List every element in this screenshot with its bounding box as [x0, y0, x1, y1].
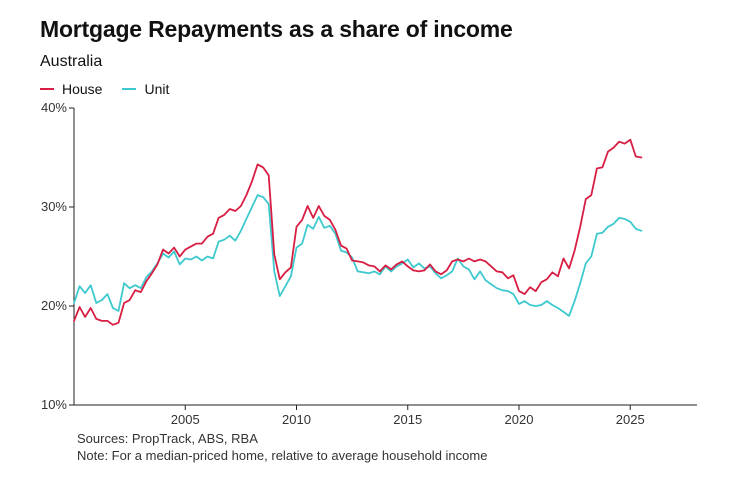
- chart-notes: Sources: PropTrack, ABS, RBA Note: For a…: [77, 430, 487, 464]
- legend-label-house: House: [62, 81, 103, 97]
- legend-label-unit: Unit: [144, 81, 170, 97]
- x-tick-label: 2015: [393, 412, 422, 427]
- note-text: Note: For a median-priced home, relative…: [77, 448, 488, 463]
- y-tick-label: 10%: [41, 397, 67, 412]
- x-tick-label: 2005: [171, 412, 200, 427]
- chart-subtitle: Australia: [40, 53, 103, 70]
- x-tick-label: 2010: [282, 412, 311, 427]
- x-tick-label: 2025: [616, 412, 645, 427]
- chart-title: Mortgage Repayments as a share of income: [40, 16, 513, 42]
- series-line-house: [73, 138, 643, 326]
- sources-text: Sources: PropTrack, ABS, RBA: [77, 431, 258, 446]
- series-line-unit: [73, 194, 643, 317]
- y-tick-label: 30%: [41, 199, 67, 214]
- legend-swatch-house: [40, 88, 54, 90]
- legend: House Unit: [40, 81, 189, 97]
- y-tick-label: 20%: [41, 298, 67, 313]
- y-tick-label: 40%: [41, 100, 67, 115]
- x-tick-label: 2020: [505, 412, 534, 427]
- legend-item-unit: Unit: [122, 81, 169, 97]
- legend-item-house: House: [40, 81, 102, 97]
- legend-swatch-unit: [122, 88, 137, 90]
